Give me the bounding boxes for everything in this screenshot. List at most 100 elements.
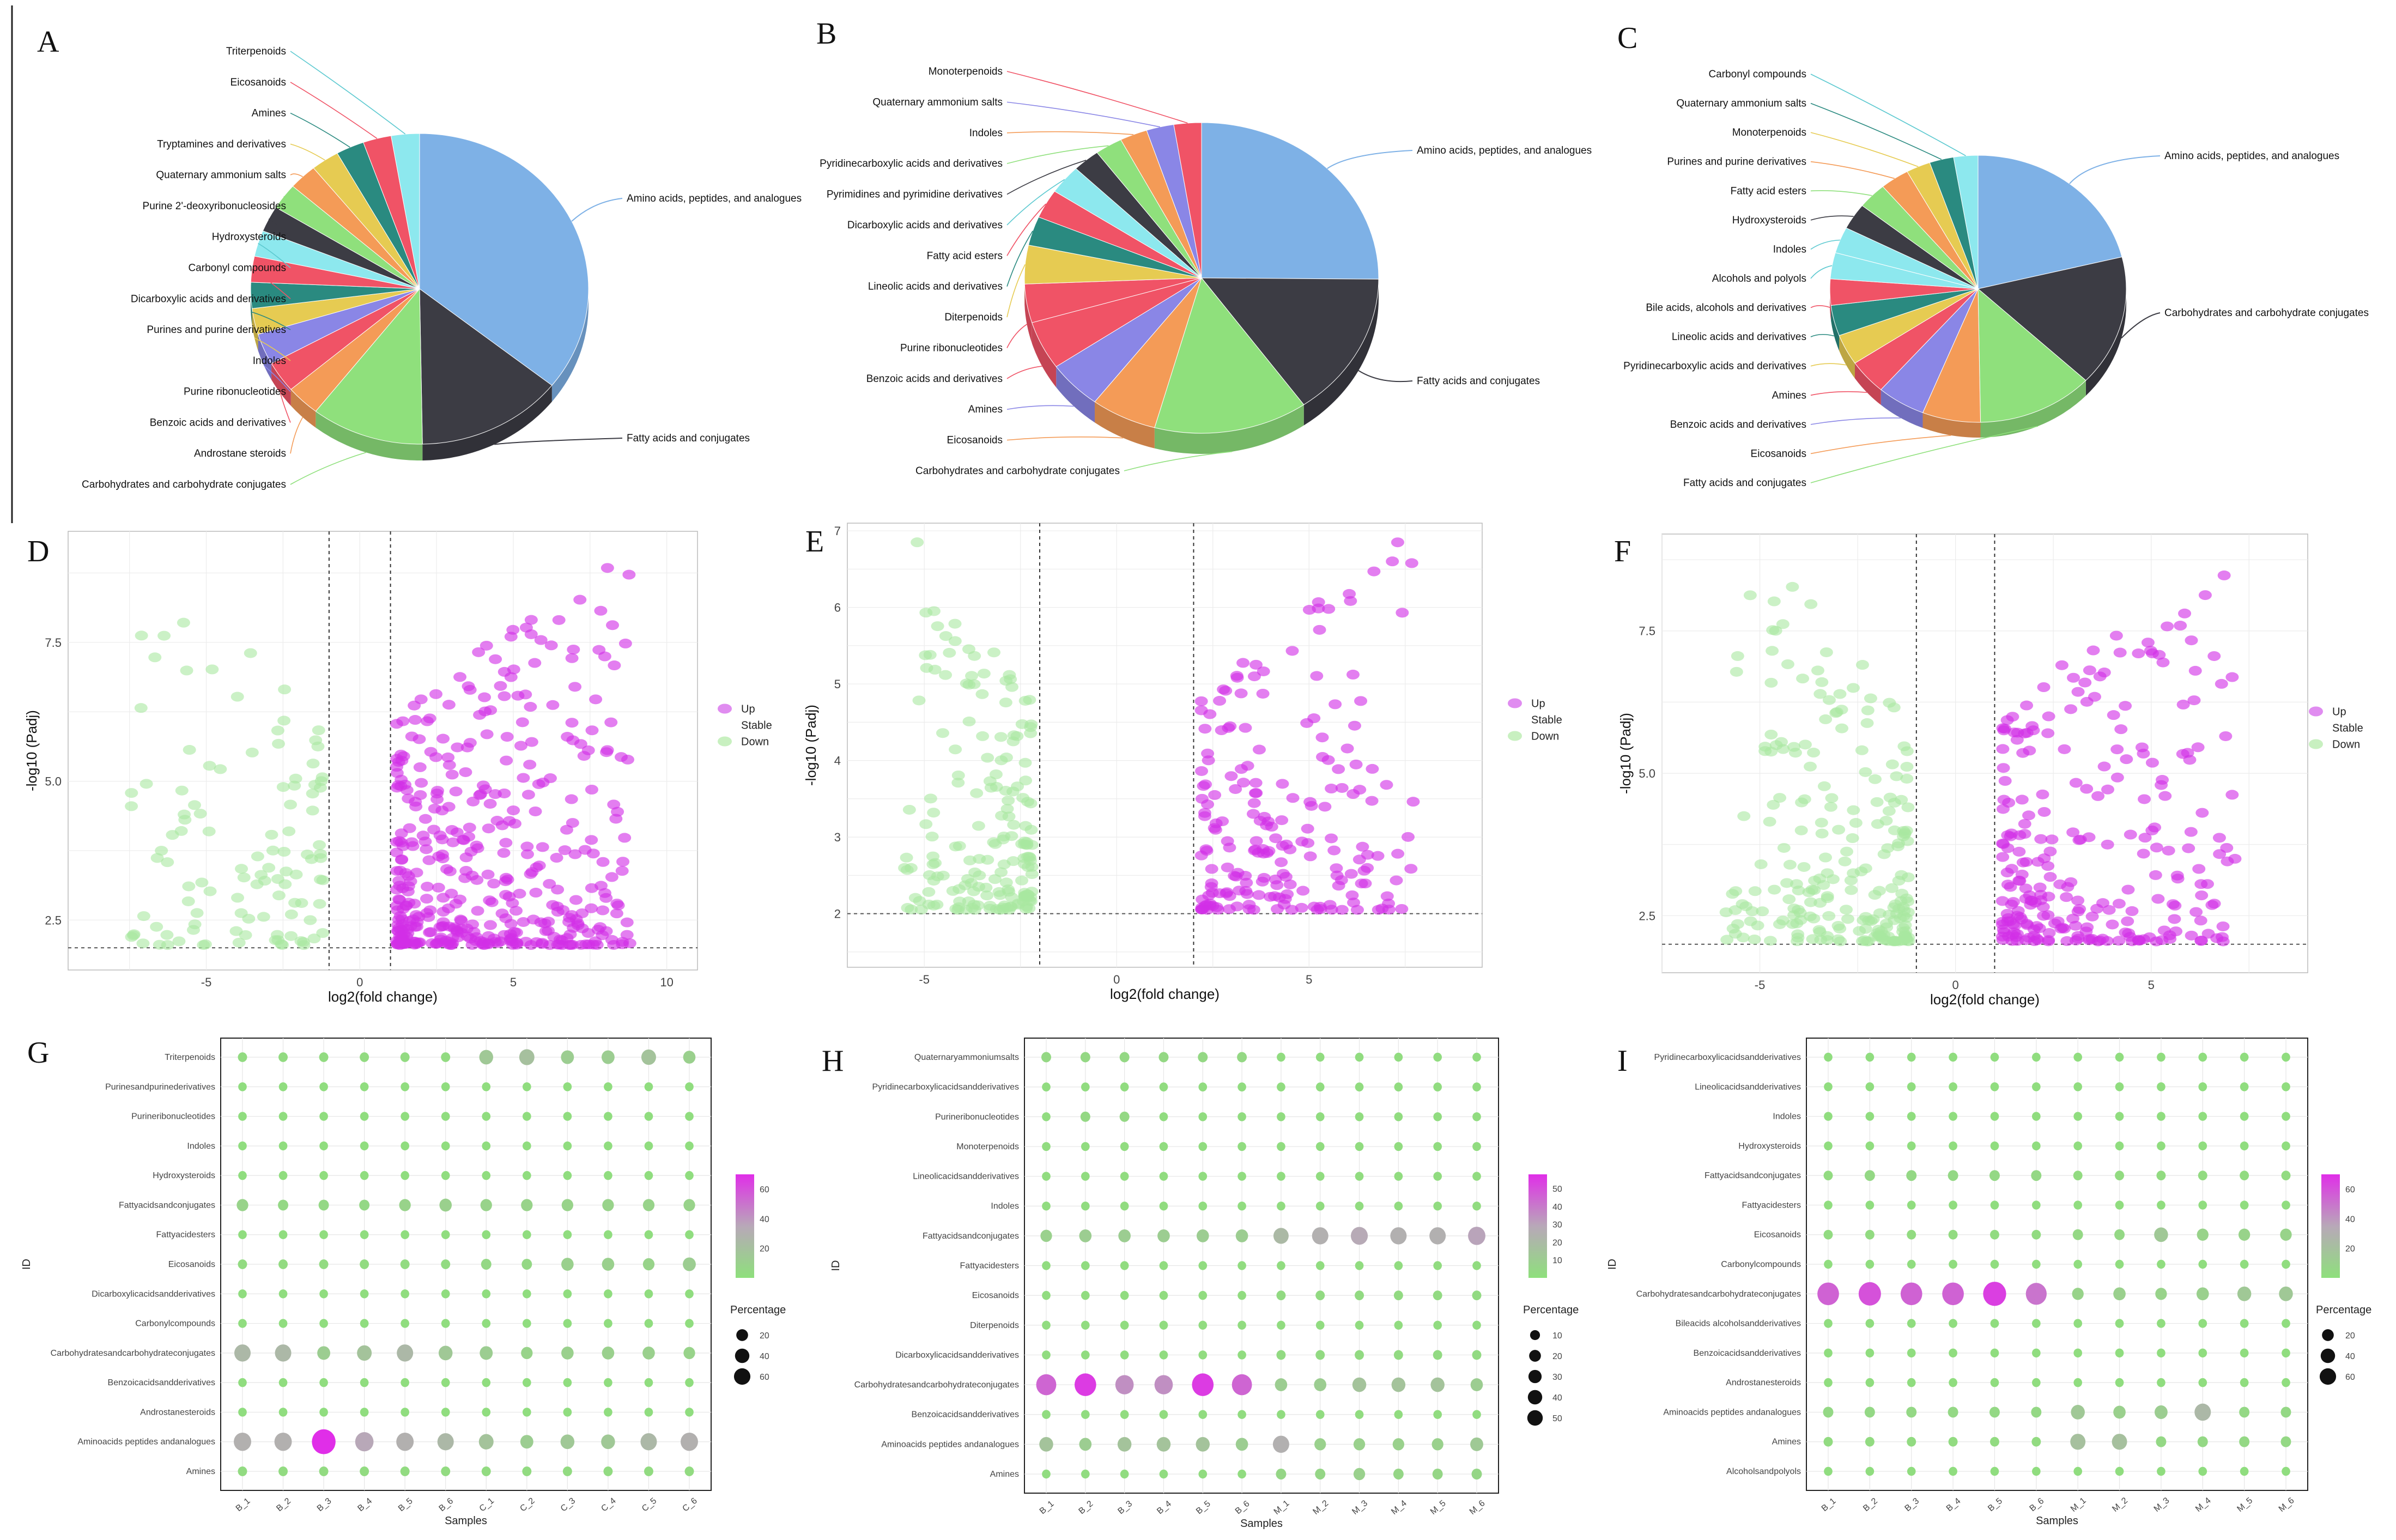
volcano-point-down bbox=[284, 909, 298, 919]
volcano-point-up bbox=[2000, 715, 2014, 725]
volcano-point-up bbox=[2080, 922, 2094, 932]
bubble-point bbox=[1472, 1201, 1481, 1211]
bubble-point bbox=[522, 1319, 531, 1328]
bubble-point bbox=[1865, 1259, 1875, 1269]
pie-slice-c-0 bbox=[1978, 155, 2122, 289]
bubble-point bbox=[2198, 1466, 2207, 1476]
pie-label-c-1: Carbohydrates and carbohydrate conjugate… bbox=[2164, 307, 2369, 319]
volcano-point-down bbox=[1776, 619, 1790, 629]
bubble-point bbox=[278, 1112, 288, 1121]
pie-slice-side-c-3 bbox=[1922, 413, 1981, 438]
bubble-point bbox=[681, 1432, 698, 1451]
volcano-point-up bbox=[460, 923, 474, 933]
volcano-point-up bbox=[2066, 827, 2080, 838]
bubble-point bbox=[602, 1199, 614, 1211]
pie-slice-a-2 bbox=[315, 288, 423, 445]
bubble-point bbox=[396, 1432, 414, 1451]
bubble-point bbox=[2155, 1288, 2167, 1300]
bubble-point bbox=[1865, 1082, 1875, 1092]
volcano-point-down bbox=[1826, 874, 1840, 884]
volcano-point-up bbox=[620, 917, 634, 927]
volcano-point-up bbox=[608, 660, 621, 671]
bubble-point bbox=[1120, 1290, 1129, 1300]
volcano-point-down bbox=[172, 936, 186, 947]
bubble-point bbox=[2031, 1319, 2041, 1328]
bubble-point bbox=[683, 1199, 695, 1211]
bubble-point bbox=[601, 1050, 615, 1064]
bubble-point bbox=[1824, 1378, 1833, 1387]
volcano-point-up bbox=[2112, 899, 2126, 909]
volcano-point-up bbox=[2031, 857, 2045, 867]
bubble-point bbox=[1824, 1259, 1833, 1269]
bubble-point bbox=[1042, 1261, 1051, 1270]
volcano-point-up bbox=[596, 905, 610, 915]
volcano-point-up bbox=[1285, 646, 1299, 656]
volcano-point-down bbox=[900, 852, 913, 863]
volcano-point-up bbox=[1327, 845, 1341, 856]
bubble-point bbox=[644, 1408, 653, 1417]
volcano-point-up bbox=[420, 716, 434, 726]
bubble-size-key bbox=[2320, 1348, 2336, 1363]
volcano-point-up bbox=[483, 920, 497, 930]
bubble-point bbox=[1990, 1112, 1999, 1121]
volcano-point-down bbox=[294, 936, 308, 946]
bubble-point bbox=[1432, 1469, 1443, 1480]
volcano-point-down bbox=[1007, 820, 1021, 830]
volcano-point-up bbox=[2071, 895, 2085, 906]
bubble-point bbox=[685, 1230, 694, 1239]
pie-label-b-15: Monoterpenoids bbox=[929, 66, 1003, 77]
volcano-point-up bbox=[1346, 669, 1360, 680]
pie-label-a-2: Carbohydrates and carbohydrate conjugate… bbox=[82, 479, 286, 490]
volcano-point-up bbox=[552, 615, 566, 625]
pie-label-a-3: Androstane steroids bbox=[194, 448, 286, 459]
volcano-point-up bbox=[1249, 659, 1263, 670]
bubble-point bbox=[1472, 1290, 1482, 1301]
volcano-point-down bbox=[981, 753, 994, 763]
pie-label-a-10: Hydroxysteroids bbox=[212, 232, 286, 243]
bubble-size-key bbox=[736, 1329, 748, 1341]
bubble-point bbox=[1990, 1082, 1999, 1092]
bubble-point bbox=[1081, 1290, 1090, 1300]
volcano-point-up bbox=[1312, 603, 1325, 614]
pie-leader-c-3 bbox=[1810, 435, 1951, 454]
bubble-point bbox=[401, 1408, 410, 1417]
pie-leader-c-5 bbox=[1810, 391, 1867, 396]
bubble-point bbox=[439, 1198, 452, 1212]
pie-label-b-0: Amino acids, peptides, and analogues bbox=[1417, 145, 1592, 156]
bubble-point bbox=[1394, 1320, 1403, 1330]
volcano-point-down bbox=[1882, 806, 1896, 816]
volcano-point-down bbox=[1018, 757, 1032, 768]
volcano-point-up bbox=[525, 737, 538, 747]
volcano-point-down bbox=[1822, 911, 1836, 921]
bubble-point bbox=[685, 1378, 694, 1387]
bubble-point bbox=[2157, 1319, 2166, 1328]
bubble-id-label: Androstanesteroids bbox=[1726, 1378, 1801, 1387]
bubble-point bbox=[482, 1082, 491, 1092]
bubble-point bbox=[1276, 1290, 1286, 1301]
volcano-point-up bbox=[1247, 671, 1261, 682]
pie-chart-b: Amino acids, peptides, and analoguesFatt… bbox=[820, 66, 1592, 477]
volcano-point-up bbox=[581, 745, 595, 755]
bubble-point bbox=[1433, 1350, 1442, 1360]
volcano-legend-down: Down bbox=[741, 736, 769, 748]
volcano-point-up bbox=[430, 789, 444, 799]
volcano-point-down bbox=[135, 630, 148, 641]
bubble-point bbox=[2113, 1405, 2126, 1419]
pie-label-b-3: Eicosanoids bbox=[947, 435, 1003, 446]
bubble-point bbox=[399, 1199, 411, 1211]
volcano-point-up bbox=[1329, 699, 1342, 710]
volcano-point-down bbox=[1824, 802, 1837, 812]
bubble-point bbox=[360, 1171, 369, 1180]
volcano-point-down bbox=[1792, 886, 1805, 896]
volcano-point-up bbox=[2138, 833, 2152, 843]
volcano-legend-down: Down bbox=[2332, 739, 2360, 751]
bubble-point bbox=[478, 1434, 494, 1450]
bubble-point bbox=[522, 1112, 531, 1121]
panel-letter-b: B bbox=[816, 17, 836, 51]
bubble-point bbox=[1472, 1112, 1481, 1121]
bubble-id-label: Amines bbox=[990, 1470, 1019, 1479]
pie-leader-b-2 bbox=[1124, 451, 1233, 471]
bubble-point bbox=[1355, 1290, 1364, 1301]
pie-label-c-14: Monoterpenoids bbox=[1732, 127, 1806, 138]
pie-slice-b-2 bbox=[1154, 277, 1305, 434]
